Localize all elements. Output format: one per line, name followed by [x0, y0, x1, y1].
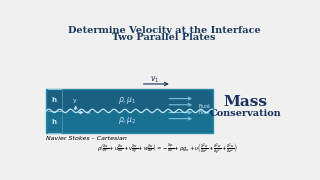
Text: h: h — [52, 119, 56, 125]
Text: $\rho, \mu_2$: $\rho, \mu_2$ — [118, 115, 137, 126]
Text: Navier Stokes – Cartesian: Navier Stokes – Cartesian — [46, 136, 127, 141]
Bar — [46, 89, 213, 111]
Text: Conservation: Conservation — [210, 109, 281, 118]
Text: h: h — [52, 97, 56, 103]
Text: $\rho\left(\frac{\partial u}{\partial t}+u\frac{\partial u}{\partial x}+v\frac{\: $\rho\left(\frac{\partial u}{\partial t}… — [98, 142, 238, 157]
Bar — [46, 89, 213, 133]
Bar — [46, 111, 213, 133]
Text: $\rho, \mu_1$: $\rho, \mu_1$ — [118, 95, 137, 106]
Text: Mass: Mass — [223, 95, 268, 109]
Text: Determine Velocity at the Interface: Determine Velocity at the Interface — [68, 26, 260, 35]
Text: Two Parallel Plates: Two Parallel Plates — [112, 33, 216, 42]
Text: x: x — [87, 110, 91, 115]
Text: Fluid
Flow: Fluid Flow — [198, 104, 210, 115]
Text: y: y — [73, 98, 77, 103]
Text: $v_1$: $v_1$ — [150, 75, 159, 85]
